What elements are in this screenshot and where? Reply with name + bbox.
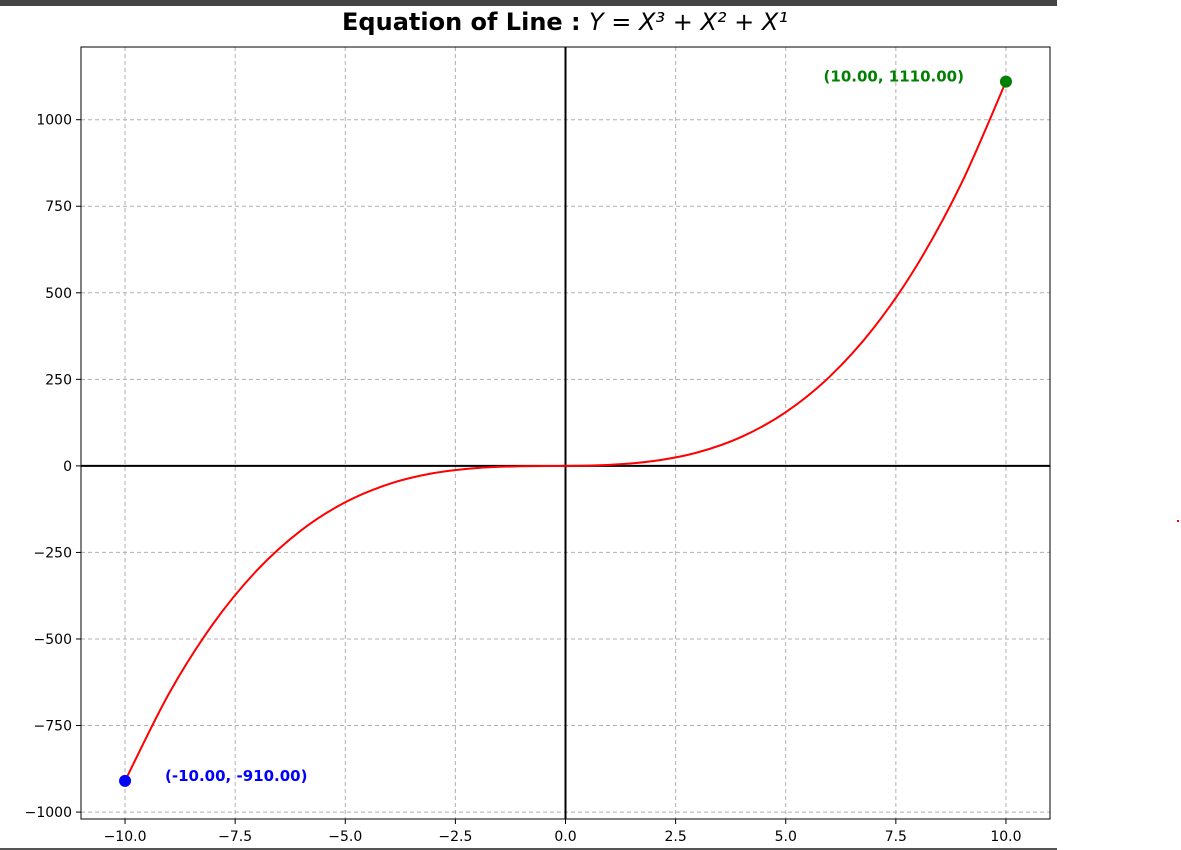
y-tick-label: −500 bbox=[34, 632, 72, 648]
data-point-marker bbox=[999, 75, 1012, 88]
y-tick-label: 500 bbox=[45, 286, 72, 302]
y-tick-label: −250 bbox=[34, 545, 72, 561]
x-tick-label: −7.5 bbox=[218, 829, 252, 845]
x-tick-label: 10.0 bbox=[990, 829, 1021, 845]
x-tick-label: 2.5 bbox=[664, 829, 686, 845]
x-tick-label: −5.0 bbox=[328, 829, 362, 845]
zero-axes bbox=[81, 47, 1050, 819]
chart-title-prefix: Equation of Line : bbox=[342, 8, 589, 36]
data-point-label: (-10.00, -910.00) bbox=[165, 767, 307, 785]
y-tick-label: 1000 bbox=[36, 113, 72, 129]
y-axis-ticks: −1000 −750 −500 −250 0 250 500 750 1000 bbox=[25, 113, 81, 821]
window-bottom-border bbox=[0, 848, 1057, 850]
stray-pixel bbox=[1177, 520, 1179, 522]
x-tick-label: 7.5 bbox=[885, 829, 907, 845]
x-tick-label: −2.5 bbox=[438, 829, 472, 845]
y-tick-label: 0 bbox=[63, 459, 72, 475]
series-layer bbox=[124, 81, 1007, 782]
x-tick-label: 5.0 bbox=[775, 829, 797, 845]
chart-title-equation: Y = X³ + X² + X¹ bbox=[589, 8, 788, 36]
chart-title: Equation of Line : Y = X³ + X² + X¹ bbox=[0, 8, 1130, 36]
points-layer: (-10.00, -910.00) (10.00, 1110.00) bbox=[119, 68, 1012, 787]
y-tick-label: 250 bbox=[45, 372, 72, 388]
x-axis-ticks: −10.0 −7.5 −5.0 −2.5 0.0 2.5 5.0 7.5 10.0 bbox=[104, 819, 1022, 845]
y-tick-label: −750 bbox=[34, 719, 72, 735]
x-tick-label: −10.0 bbox=[104, 829, 147, 845]
data-point-label: (10.00, 1110.00) bbox=[824, 68, 964, 86]
y-tick-label: −1000 bbox=[25, 805, 72, 821]
y-tick-label: 750 bbox=[45, 199, 72, 215]
window-top-border bbox=[0, 0, 1057, 6]
data-point-marker bbox=[119, 774, 132, 787]
series-line bbox=[124, 81, 1007, 782]
x-tick-label: 0.0 bbox=[554, 829, 576, 845]
